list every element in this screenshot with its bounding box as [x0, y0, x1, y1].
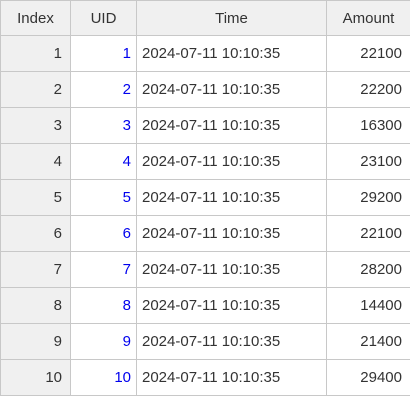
table-row[interactable]: 8 8 2024-07-11 10:10:35 14400: [0, 287, 410, 324]
amount-cell: 23100: [326, 143, 410, 180]
time-cell: 2024-07-11 10:10:35: [136, 251, 327, 288]
time-cell: 2024-07-11 10:10:35: [136, 323, 327, 360]
uid-link[interactable]: 6: [70, 215, 137, 252]
row-index-cell: 2: [0, 71, 71, 108]
table-row[interactable]: 5 5 2024-07-11 10:10:35 29200: [0, 179, 410, 216]
time-cell: 2024-07-11 10:10:35: [136, 179, 327, 216]
time-cell: 2024-07-11 10:10:35: [136, 359, 327, 396]
time-cell: 2024-07-11 10:10:35: [136, 35, 327, 72]
uid-link[interactable]: 7: [70, 251, 137, 288]
table-row[interactable]: 9 9 2024-07-11 10:10:35 21400: [0, 323, 410, 360]
column-header-uid[interactable]: UID: [70, 0, 137, 36]
table-row[interactable]: 10 10 2024-07-11 10:10:35 29400: [0, 359, 410, 396]
column-header-amount[interactable]: Amount: [326, 0, 410, 36]
amount-cell: 29400: [326, 359, 410, 396]
row-index-cell: 5: [0, 179, 71, 216]
data-table: Index UID Time Amount 1 1 2024-07-11 10:10…: [0, 0, 410, 396]
table-row[interactable]: 1 1 2024-07-11 10:10:35 22100: [0, 35, 410, 72]
uid-link[interactable]: 10: [70, 359, 137, 396]
time-cell: 2024-07-11 10:10:35: [136, 107, 327, 144]
amount-cell: 22200: [326, 71, 410, 108]
table-body: 1 1 2024-07-11 10:10:35 22100 2 2 2024-07-11 1…: [0, 35, 410, 396]
uid-link[interactable]: 1: [70, 35, 137, 72]
column-header-index[interactable]: Index: [0, 0, 71, 36]
row-index-cell: 3: [0, 107, 71, 144]
uid-link[interactable]: 4: [70, 143, 137, 180]
row-index-cell: 9: [0, 323, 71, 360]
header-row: Index UID Time Amount: [0, 0, 410, 36]
table-row[interactable]: 3 3 2024-07-11 10:10:35 16300: [0, 107, 410, 144]
uid-link[interactable]: 9: [70, 323, 137, 360]
column-header-time[interactable]: Time: [136, 0, 327, 36]
row-index-cell: 8: [0, 287, 71, 324]
uid-link[interactable]: 2: [70, 71, 137, 108]
row-index-cell: 6: [0, 215, 71, 252]
uid-link[interactable]: 3: [70, 107, 137, 144]
amount-cell: 16300: [326, 107, 410, 144]
amount-cell: 29200: [326, 179, 410, 216]
row-index-cell: 7: [0, 251, 71, 288]
uid-link[interactable]: 8: [70, 287, 137, 324]
amount-cell: 14400: [326, 287, 410, 324]
uid-link[interactable]: 5: [70, 179, 137, 216]
amount-cell: 21400: [326, 323, 410, 360]
amount-cell: 22100: [326, 35, 410, 72]
table-row[interactable]: 7 7 2024-07-11 10:10:35 28200: [0, 251, 410, 288]
row-index-cell: 4: [0, 143, 71, 180]
table-header: Index UID Time Amount: [0, 0, 410, 36]
amount-cell: 28200: [326, 251, 410, 288]
time-cell: 2024-07-11 10:10:35: [136, 71, 327, 108]
table-row[interactable]: 4 4 2024-07-11 10:10:35 23100: [0, 143, 410, 180]
table-row[interactable]: 2 2 2024-07-11 10:10:35 22200: [0, 71, 410, 108]
row-index-cell: 1: [0, 35, 71, 72]
time-cell: 2024-07-11 10:10:35: [136, 287, 327, 324]
table-row[interactable]: 6 6 2024-07-11 10:10:35 22100: [0, 215, 410, 252]
amount-cell: 22100: [326, 215, 410, 252]
time-cell: 2024-07-11 10:10:35: [136, 143, 327, 180]
row-index-cell: 10: [0, 359, 71, 396]
time-cell: 2024-07-11 10:10:35: [136, 215, 327, 252]
